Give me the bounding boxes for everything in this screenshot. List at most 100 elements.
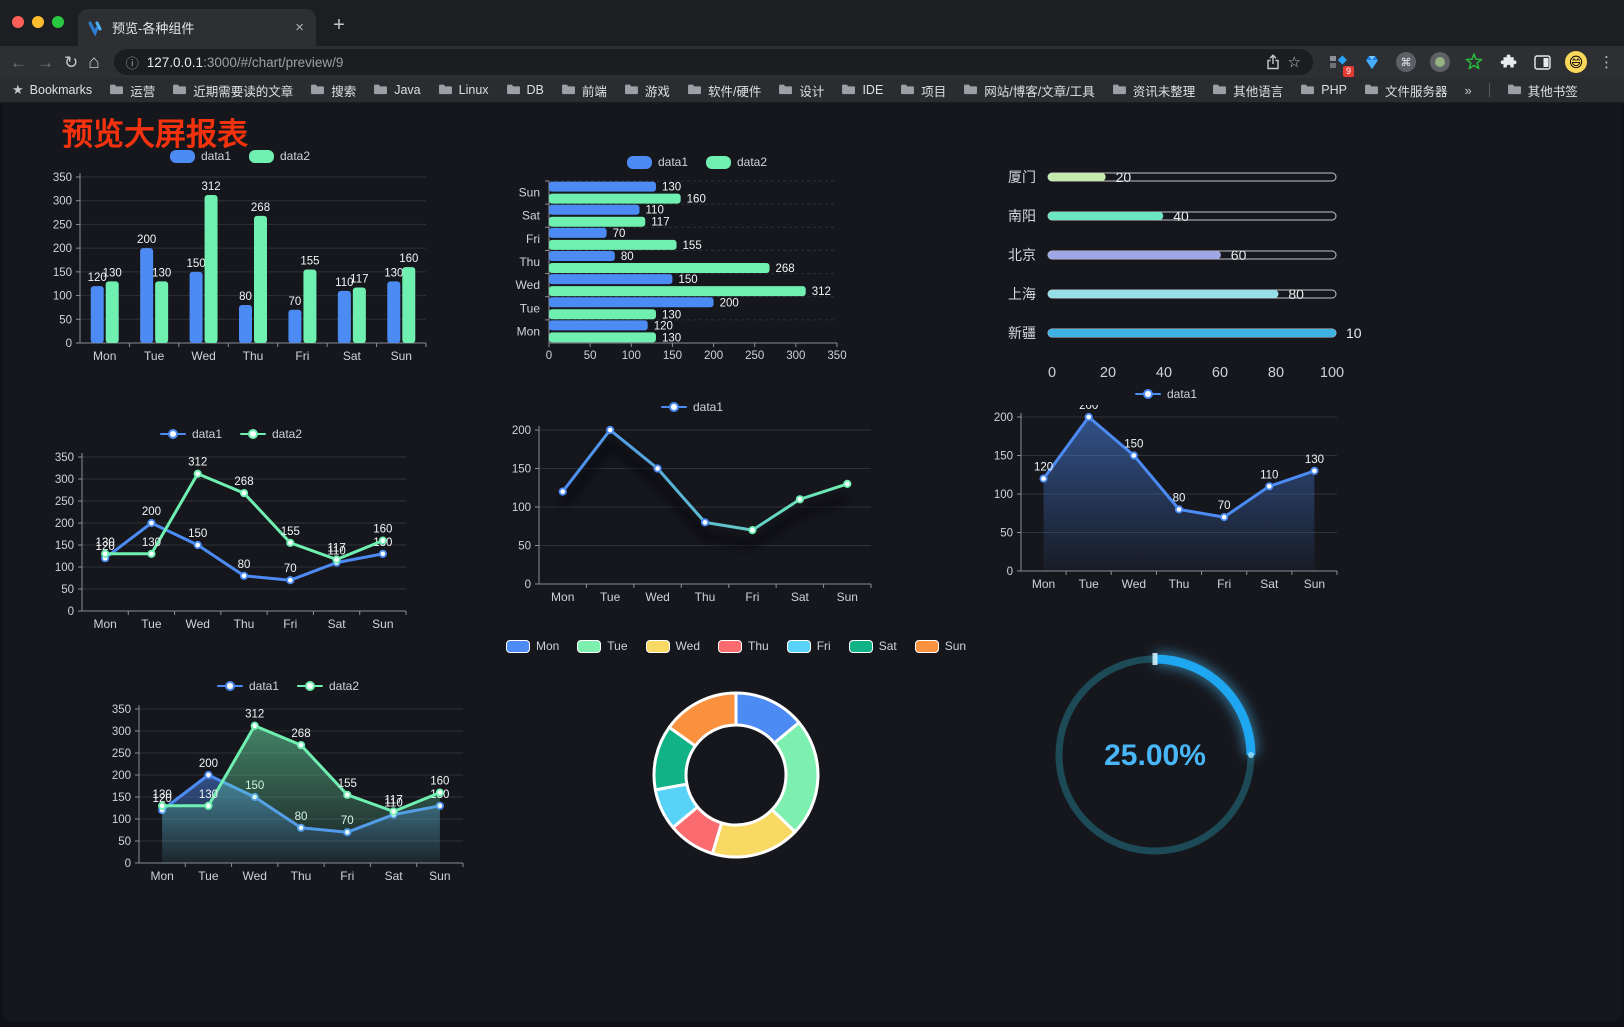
svg-text:Mon: Mon — [517, 324, 540, 338]
dot-extension-icon[interactable] — [1429, 51, 1451, 73]
home-icon[interactable]: ⌂ — [88, 51, 100, 73]
svg-text:110: 110 — [1260, 469, 1278, 481]
legend-item-Wed[interactable]: Wed — [645, 639, 700, 653]
folder-icon — [1112, 83, 1127, 98]
legend-item-data1[interactable]: data1 — [1134, 387, 1197, 401]
star-extension-icon[interactable] — [1463, 51, 1485, 73]
browser-menu-icon[interactable]: ⋮ — [1599, 54, 1614, 71]
svg-text:150: 150 — [53, 267, 72, 279]
svg-text:Sun: Sun — [519, 186, 540, 200]
chart-legend: data1 data2 — [103, 675, 473, 697]
bookmark-folder-item[interactable]: 其他语言 — [1212, 81, 1283, 100]
legend-item-data2[interactable]: data2 — [249, 149, 310, 163]
folder-icon — [438, 83, 453, 98]
svg-text:Fri: Fri — [295, 349, 309, 363]
svg-text:100: 100 — [622, 350, 641, 362]
svg-text:117: 117 — [327, 543, 345, 555]
url-bar[interactable]: ⓘ 127.0.0.1:3000/#/chart/preview/9 ☆ — [113, 49, 1313, 75]
tab-title: 预览-各种组件 — [112, 21, 195, 36]
legend-item-data1[interactable]: data1 — [626, 155, 688, 169]
legend-item-Sat[interactable]: Sat — [848, 639, 897, 653]
url-text[interactable]: 127.0.0.1:3000/#/chart/preview/9 — [147, 55, 1258, 70]
svg-text:Sat: Sat — [791, 590, 810, 604]
svg-text:350: 350 — [827, 350, 846, 362]
legend-item-Tue[interactable]: Tue — [577, 639, 628, 653]
bookmark-folder-item[interactable]: 项目 — [900, 81, 946, 100]
side-panel-icon[interactable] — [1531, 51, 1553, 73]
svg-text:120: 120 — [153, 793, 172, 805]
legend-item-data2[interactable]: data2 — [706, 155, 767, 169]
forward-icon[interactable]: → — [37, 52, 54, 72]
bookmark-label: Bookmarks — [29, 83, 93, 97]
other-bookmarks-item[interactable]: 其他书签 — [1507, 81, 1578, 100]
svg-text:160: 160 — [373, 524, 392, 536]
legend-item-data1[interactable]: data1 — [159, 427, 222, 441]
svg-text:312: 312 — [188, 457, 207, 469]
legend-swatch — [159, 428, 186, 440]
extensions-puzzle-icon[interactable] — [1497, 51, 1519, 73]
bookmark-folder-item[interactable]: 资讯未整理 — [1112, 81, 1196, 100]
bookmark-folder-item[interactable]: 游戏 — [624, 81, 670, 100]
legend-label: data1 — [657, 155, 688, 169]
donut-chart: Mon Tue Wed Thu Fri Sat Sun — [505, 635, 966, 885]
window-minimize-button[interactable] — [32, 16, 44, 28]
bookmark-folder-item[interactable]: 文件服务器 — [1364, 81, 1447, 100]
svg-text:200: 200 — [512, 425, 531, 437]
share-icon[interactable] — [1266, 54, 1280, 70]
svg-text:130: 130 — [662, 332, 681, 344]
bookmark-folder-item[interactable]: 软件/硬件 — [687, 81, 761, 100]
legend-item-data2[interactable]: data2 — [297, 679, 359, 693]
reload-icon[interactable]: ↻ — [64, 52, 79, 72]
legend-item-Sun[interactable]: Sun — [914, 639, 966, 653]
bookmarks-overflow-chevron[interactable]: » — [1464, 82, 1472, 98]
svg-text:117: 117 — [350, 274, 368, 286]
url-host: 127.0.0.1 — [146, 54, 204, 70]
back-icon[interactable]: ← — [10, 52, 27, 72]
window-close-button[interactable] — [12, 16, 24, 28]
svg-text:0: 0 — [66, 338, 72, 350]
chart-plot: 0 50 100 150 200 250 300 350 Mon Tue Wed Thu Fri Sat S… — [53, 172, 427, 363]
bookmark-folder-item[interactable]: 近期需要读的文章 — [172, 81, 293, 100]
legend-item-data1[interactable]: data1 — [216, 679, 279, 693]
bookmark-star-icon[interactable]: ☆ — [1287, 53, 1301, 71]
svg-text:200: 200 — [55, 518, 74, 530]
bookmark-folder-item[interactable]: 前端 — [561, 81, 607, 100]
legend-item-Fri[interactable]: Fri — [786, 639, 831, 653]
bookmarks-manager-item[interactable]: ★ Bookmarks — [12, 82, 92, 98]
svg-text:312: 312 — [245, 709, 264, 721]
bookmark-folder-item[interactable]: Linux — [438, 83, 489, 98]
svg-text:Sun: Sun — [1304, 577, 1325, 591]
extension-grid-icon[interactable]: 9 — [1327, 51, 1354, 77]
new-tab-button[interactable]: + — [333, 14, 345, 36]
gem-extension-icon[interactable] — [1361, 51, 1383, 73]
legend-item-data1[interactable]: data1 — [169, 149, 231, 163]
bookmark-folder-item[interactable]: 运营 — [109, 81, 155, 100]
bookmark-folder-item[interactable]: Java — [373, 83, 421, 98]
bookmark-label: 资讯未整理 — [1132, 84, 1196, 99]
legend-item-data2[interactable]: data2 — [240, 427, 302, 441]
legend-item-Thu[interactable]: Thu — [718, 639, 769, 653]
svg-text:80: 80 — [1288, 286, 1304, 302]
command-extension-icon[interactable]: ⌘ — [1395, 51, 1417, 73]
bookmark-folder-item[interactable]: 设计 — [778, 81, 824, 100]
svg-text:50: 50 — [61, 584, 74, 596]
bookmark-folder-item[interactable]: 搜索 — [310, 81, 356, 100]
legend-item-data1[interactable]: data1 — [660, 400, 723, 414]
bookmarks-separator — [1488, 83, 1490, 97]
browser-tab[interactable]: 预览-各种组件 × — [78, 9, 316, 46]
bookmark-folder-item[interactable]: PHP — [1300, 83, 1347, 98]
bookmark-folder-item[interactable]: 网站/博客/文章/工具 — [963, 81, 1095, 100]
svg-text:Tue: Tue — [600, 590, 621, 604]
tab-close-icon[interactable]: × — [295, 19, 304, 36]
svg-text:Tue: Tue — [141, 617, 162, 631]
bookmark-label: Java — [394, 83, 421, 97]
chart-legend: data1 data2 — [46, 423, 416, 445]
profile-avatar[interactable]: 😄 — [1565, 51, 1587, 73]
svg-text:200: 200 — [53, 243, 72, 255]
bookmark-folder-item[interactable]: DB — [506, 83, 544, 98]
legend-item-Mon[interactable]: Mon — [505, 639, 559, 653]
bookmark-folder-item[interactable]: IDE — [841, 83, 883, 98]
site-info-icon[interactable]: ⓘ — [125, 55, 139, 71]
svg-text:0: 0 — [1007, 566, 1013, 578]
window-zoom-button[interactable] — [52, 16, 64, 28]
